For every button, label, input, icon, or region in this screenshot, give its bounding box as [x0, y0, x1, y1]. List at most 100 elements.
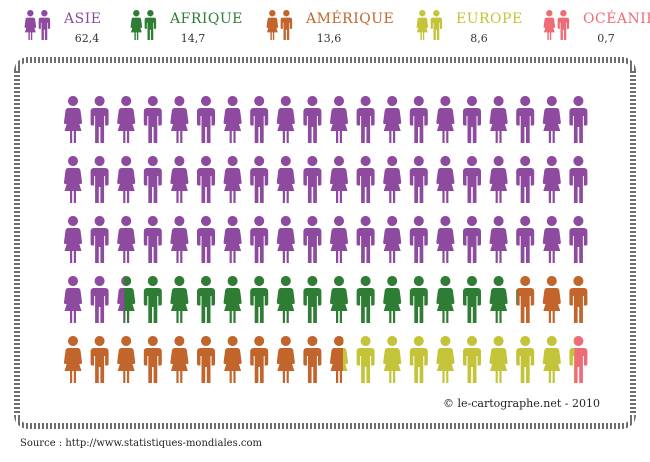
man-figure	[197, 276, 215, 323]
legend-label: ASIE	[64, 11, 102, 27]
legend-value: 14,7	[180, 32, 206, 45]
woman-figure	[329, 96, 349, 143]
man-figure	[569, 96, 588, 143]
man-figure	[90, 156, 109, 203]
legend-label: EUROPE	[456, 11, 523, 27]
man-figure	[90, 276, 109, 323]
woman-figure	[63, 276, 83, 323]
woman-figure	[329, 276, 349, 323]
man-woman-icon	[543, 10, 570, 40]
legend-value: 13,6	[316, 32, 342, 45]
man-figure	[356, 336, 375, 383]
man-figure	[90, 336, 109, 383]
man-figure	[516, 336, 535, 383]
woman-figure	[170, 336, 189, 383]
man-woman-icon	[266, 10, 293, 40]
man-figure	[197, 156, 215, 203]
woman-figure	[489, 276, 508, 323]
legend: ASIE 62,4 AFRIQUE 14,7 AMÉRIQUE 13,6 EUROPE 8,6…	[0, 8, 650, 48]
man-figure	[463, 96, 481, 143]
woman-figure	[542, 276, 561, 323]
man-figure	[569, 276, 588, 323]
man-figure	[143, 156, 162, 203]
legend-value: 0,7	[597, 32, 615, 45]
woman-figure	[489, 336, 508, 383]
man-figure	[516, 216, 535, 263]
man-figure	[356, 276, 375, 323]
legend-label: AFRIQUE	[170, 11, 243, 27]
man-figure	[90, 96, 109, 143]
man-figure	[516, 96, 535, 143]
man-figure	[516, 276, 535, 323]
woman-figure	[383, 276, 402, 323]
woman-figure	[489, 96, 508, 143]
man-figure	[409, 96, 428, 143]
man-figure	[197, 96, 215, 143]
man-figure	[463, 336, 481, 383]
man-woman-icon	[130, 10, 157, 40]
woman-figure	[170, 156, 189, 203]
woman-figure	[383, 216, 402, 263]
woman-figure	[329, 216, 349, 263]
man-figure	[143, 276, 162, 323]
woman-figure	[117, 156, 136, 203]
woman-figure	[329, 336, 349, 383]
woman-figure	[276, 336, 295, 383]
woman-figure	[542, 336, 561, 383]
woman-figure	[63, 336, 83, 383]
woman-figure	[329, 156, 349, 203]
woman-figure	[223, 156, 242, 203]
woman-figure	[436, 216, 455, 263]
woman-figure	[276, 156, 295, 203]
woman-figure	[117, 96, 136, 143]
woman-figure	[170, 96, 189, 143]
man-figure	[250, 96, 269, 143]
woman-figure	[223, 336, 242, 383]
source-text: Source : http://www.statistiques-mondial…	[20, 438, 262, 449]
man-figure	[409, 156, 428, 203]
man-figure	[463, 276, 481, 323]
woman-figure	[63, 156, 83, 203]
man-figure	[569, 156, 588, 203]
man-figure	[409, 216, 428, 263]
woman-figure	[223, 276, 242, 323]
man-figure	[569, 216, 588, 263]
woman-figure	[223, 96, 242, 143]
man-figure	[250, 336, 269, 383]
credit-text: © le-cartographe.net - 2010	[443, 397, 600, 410]
woman-figure	[436, 156, 455, 203]
legend-value: 8,6	[470, 32, 488, 45]
woman-figure	[276, 216, 295, 263]
man-figure	[303, 336, 322, 383]
man-figure	[356, 96, 375, 143]
man-figure	[463, 156, 481, 203]
man-figure	[463, 216, 481, 263]
man-figure	[356, 216, 375, 263]
man-figure	[197, 336, 215, 383]
woman-figure	[489, 156, 508, 203]
woman-figure	[276, 276, 295, 323]
woman-figure	[542, 216, 561, 263]
woman-figure	[383, 156, 402, 203]
man-woman-icon	[416, 10, 443, 40]
woman-figure	[223, 216, 242, 263]
man-figure	[303, 156, 322, 203]
woman-figure	[542, 156, 561, 203]
woman-figure	[542, 96, 561, 143]
man-figure	[303, 96, 322, 143]
man-figure	[356, 156, 375, 203]
man-figure	[409, 276, 428, 323]
woman-figure	[63, 96, 83, 143]
man-figure	[143, 216, 162, 263]
man-woman-icon	[24, 10, 51, 40]
legend-value: 62,4	[74, 32, 100, 45]
man-figure	[143, 96, 162, 143]
woman-figure	[436, 336, 455, 383]
woman-figure	[170, 216, 189, 263]
legend-label: AMÉRIQUE	[306, 11, 395, 27]
man-figure	[250, 156, 269, 203]
woman-figure	[383, 336, 402, 383]
man-figure	[303, 276, 322, 323]
woman-figure	[117, 216, 136, 263]
